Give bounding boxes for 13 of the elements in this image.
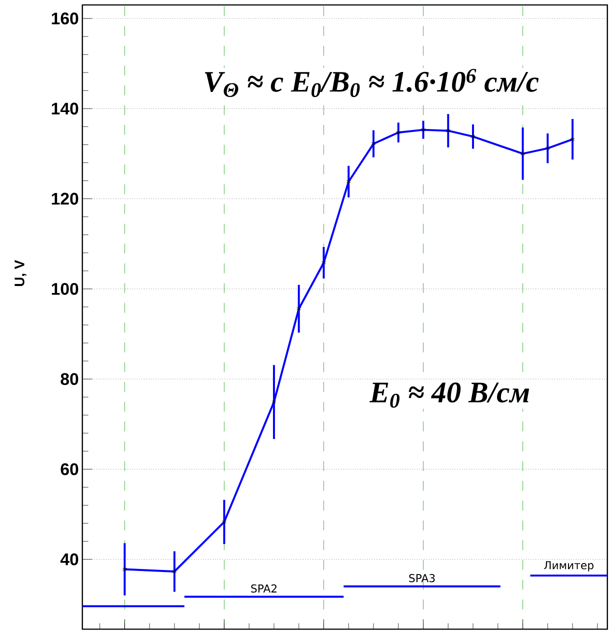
ref-line-label: SPA2 [250,584,276,593]
y-tick-label: 160 [52,12,78,24]
y-tick-label: 40 [60,553,78,566]
text: V$_{Θ}$ ≈ c E$_{0}$/B$_{0}$ ≈ 1.6·10$^{6}$ см/с [204,68,538,98]
y-tick-label: 80 [60,373,78,386]
ref-line-label: SPA3 [408,574,435,582]
y-tick-label: 140 [52,102,78,115]
ref-line-label: Лимитер [544,561,594,572]
y-axis-title: U, V [14,260,26,286]
annotation: E$_{0}$ ≈ 40 В/см [369,382,529,408]
y-tick-label: 100 [52,282,78,295]
y-tick-label: 120 [52,192,78,205]
y-tick-label: 60 [60,463,78,476]
